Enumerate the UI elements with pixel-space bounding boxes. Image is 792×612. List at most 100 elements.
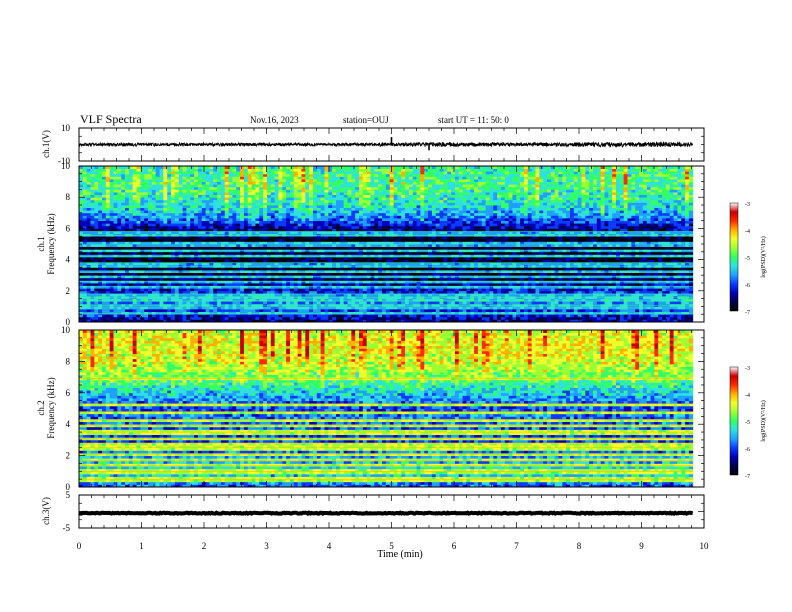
spectrogram-cell	[171, 231, 176, 234]
spectrogram-cell	[201, 205, 206, 208]
spectrogram-cell	[228, 215, 233, 219]
spectrogram-cell	[236, 181, 241, 185]
spectrogram-cell	[351, 197, 356, 201]
spectrogram-cell	[121, 197, 126, 201]
spectrogram-cell	[171, 301, 176, 305]
spectrogram-cell	[224, 244, 230, 247]
spectrogram-cell	[140, 231, 145, 234]
spectrogram-cell	[355, 179, 360, 182]
spectrogram-cell	[205, 296, 210, 299]
spectrogram-cell	[286, 277, 291, 281]
spectrogram-cell	[286, 233, 291, 237]
spectrogram-cell	[297, 311, 302, 315]
spectrogram-cell	[148, 316, 153, 320]
spectrogram-cell	[197, 176, 203, 180]
spectrogram-cell	[382, 259, 387, 263]
spectrogram-cell	[347, 241, 352, 245]
spectrogram-cell	[370, 238, 375, 242]
spectrogram-cell	[209, 166, 214, 169]
spectrogram-cell	[197, 207, 203, 211]
spectrogram-cell	[370, 280, 375, 284]
spectrogram-cell	[282, 212, 287, 216]
spectrogram-cell	[167, 210, 172, 214]
spectrogram-cell	[312, 166, 318, 169]
spectrogram-cell	[105, 228, 111, 232]
spectrogram-cell	[86, 233, 91, 237]
spectrogram-cell	[255, 290, 260, 294]
spectrogram-cell	[213, 238, 218, 242]
spectrogram-cell	[178, 290, 183, 294]
spectrogram-cell	[90, 280, 95, 284]
spectrogram-cell	[128, 246, 134, 250]
spectrogram-cell	[247, 244, 253, 247]
spectrogram-cell	[98, 285, 103, 289]
spectrogram-cell	[255, 202, 260, 206]
spectrogram-cell	[194, 296, 199, 299]
spectrogram-cell	[155, 223, 160, 227]
spectrogram-cell	[301, 288, 306, 292]
spectrogram-cell	[251, 290, 256, 294]
spectrogram-cell	[159, 189, 164, 193]
spectrogram-cell	[217, 233, 222, 237]
spectrogram-cell	[312, 249, 318, 253]
spectrogram-cell	[266, 192, 272, 195]
spectrogram-cell	[194, 220, 199, 224]
spectrogram-cell	[255, 173, 260, 177]
spectrogram-cell	[197, 316, 203, 320]
spectrogram-cell	[309, 259, 314, 263]
spectrogram-cell	[312, 171, 318, 175]
spectrogram-cell	[125, 270, 130, 273]
spectrogram-cell	[274, 225, 279, 229]
spectrogram-cell	[270, 194, 276, 198]
spectrogram-cell	[217, 238, 222, 242]
spectrogram-cell	[343, 205, 348, 208]
spectrogram-cell	[263, 238, 268, 242]
spectrogram-cell	[182, 168, 187, 172]
spectrogram-cell	[251, 314, 256, 318]
spectrogram-cell	[174, 298, 180, 302]
spectrogram-cell	[201, 285, 206, 289]
spectrogram-cell	[305, 220, 310, 224]
spectrogram-cell	[320, 259, 325, 263]
spectrogram-cell	[151, 205, 157, 208]
spectrogram-cell	[366, 241, 371, 245]
spectrogram-cell	[82, 244, 88, 247]
spectrogram-cell	[105, 319, 111, 323]
spectrogram-cell	[359, 267, 364, 271]
spectrogram-cell	[121, 267, 126, 271]
spectrogram-cell	[125, 267, 130, 271]
spectrogram-cell	[109, 210, 114, 214]
spectrogram-cell	[186, 181, 191, 185]
spectrogram-cell	[251, 270, 256, 273]
spectrogram-cell	[182, 228, 187, 232]
spectrogram-cell	[282, 241, 287, 245]
spectrogram-cell	[320, 186, 325, 190]
spectrogram-cell	[224, 314, 230, 318]
spectrogram-cell	[155, 231, 160, 234]
spectrogram-cell	[382, 199, 387, 203]
spectrogram-cell	[312, 220, 318, 224]
spectrogram-cell	[351, 171, 356, 175]
spectrogram-cell	[186, 319, 191, 323]
spectrogram-cell	[182, 249, 187, 253]
spectrogram-cell	[320, 166, 325, 169]
spectrogram-cell	[351, 176, 356, 180]
spectrogram-cell	[105, 179, 111, 182]
spectrogram-cell	[144, 303, 149, 307]
spectrogram-cell	[171, 189, 176, 193]
spectrogram-cell	[82, 228, 88, 232]
spectrogram-cell	[136, 290, 141, 294]
spectrogram-cell	[282, 262, 287, 266]
spectrogram-cell	[305, 288, 310, 292]
spectrogram-cell	[378, 210, 383, 214]
spectrogram-cell	[382, 225, 387, 229]
spectrogram-cell	[98, 270, 103, 273]
spectrogram-cell	[86, 173, 91, 177]
spectrogram-cell	[251, 184, 256, 188]
spectrogram-cell	[336, 254, 341, 258]
spectrogram-cell	[336, 270, 341, 273]
spectrogram-cell	[148, 176, 153, 180]
spectrogram-cell	[343, 303, 348, 307]
spectrogram-cell	[217, 270, 222, 273]
spectrogram-cell	[109, 303, 114, 307]
